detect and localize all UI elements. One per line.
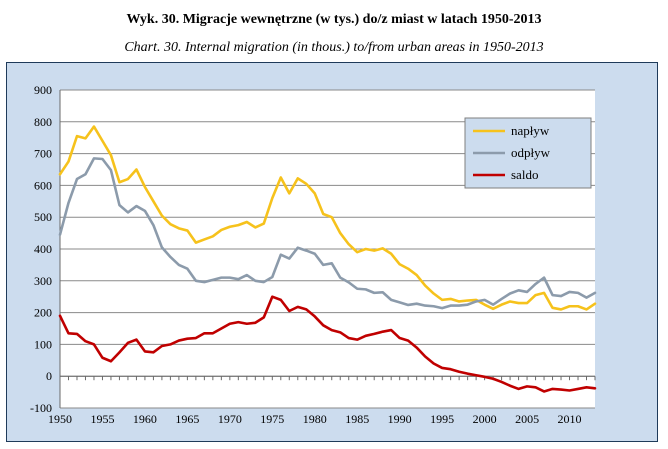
x-tick-label: 1950: [48, 412, 72, 426]
legend-label: napływ: [511, 123, 550, 138]
y-axis-ticks: -100 0 100 200 300 400 500 600 700 800 900: [30, 83, 52, 415]
x-tick-label: 1955: [90, 412, 114, 426]
y-tick-label: 100: [34, 337, 52, 351]
legend-label: odpływ: [511, 145, 551, 160]
y-tick-label: 300: [34, 274, 52, 288]
x-tick-label: 1970: [218, 412, 242, 426]
y-tick-label: 900: [34, 83, 52, 97]
x-tick-label: 1980: [303, 412, 327, 426]
x-tick-label: 1965: [175, 412, 199, 426]
x-tick-label: 1960: [133, 412, 157, 426]
series-line-1: [58, 125, 597, 311]
x-tick-label: 2005: [515, 412, 539, 426]
y-tick-label: 500: [34, 210, 52, 224]
y-tick-label: 200: [34, 306, 52, 320]
y-tick-label: 800: [34, 115, 52, 129]
x-tick-label: 1975: [260, 412, 284, 426]
legend: napływ odpływ saldo: [464, 117, 592, 189]
x-tick-label: 1985: [345, 412, 369, 426]
x-tick-label: 2010: [558, 412, 582, 426]
x-tick-label: 1990: [388, 412, 412, 426]
series-line-2: [58, 157, 597, 310]
series-line-3: [58, 295, 597, 393]
y-tick-label: 700: [34, 147, 52, 161]
y-tick-label: 600: [34, 178, 52, 192]
chart-title-en: Chart. 30. Internal migration (in thous.…: [124, 40, 544, 55]
x-tick-label: 1995: [430, 412, 454, 426]
x-tick-label: 2000: [473, 412, 497, 426]
chart-frame: -100 0 100 200 300 400 500 600 700 800 900 1950 195…: [6, 62, 658, 442]
y-tick-label: 0: [46, 369, 52, 383]
y-tick-label: -100: [30, 401, 52, 415]
series-lines: [58, 125, 597, 393]
y-tick-label: 400: [34, 242, 52, 256]
legend-label: saldo: [511, 167, 538, 182]
chart-title-pl: Wyk. 30. Migracje wewnętrzne (w tys.) do…: [126, 12, 542, 27]
x-axis-ticks: 1950 1955 1960 1965 1970 1975 1980 1985 1990 1995…: [48, 376, 596, 426]
